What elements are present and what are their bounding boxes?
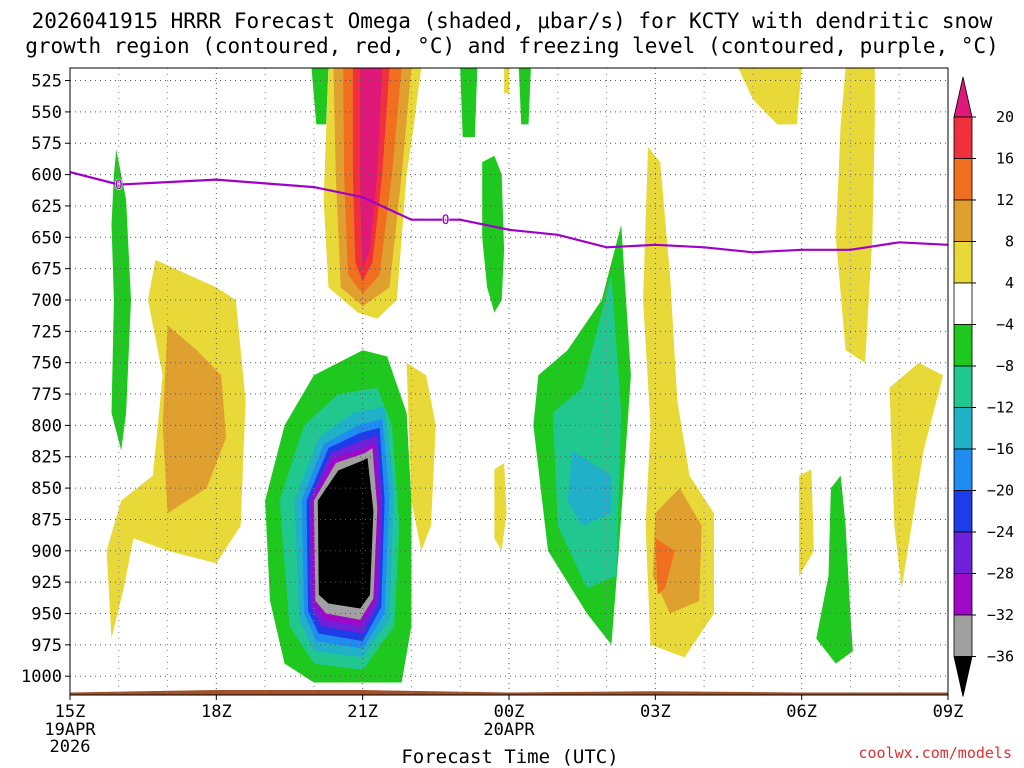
freezing-level-layer: 00: [70, 171, 948, 254]
chart-title-line2: growth region (contoured, red, °C) and f…: [25, 34, 999, 58]
colorbar-label: −12: [987, 399, 1014, 417]
colorbar-label: −20: [987, 482, 1014, 500]
colorbar-segment-12: [953, 573, 973, 616]
x-tick-label: 03Z: [640, 702, 671, 722]
omega-region-0: [111, 149, 131, 451]
omega-region-1: [311, 68, 329, 125]
omega-region-27: [889, 362, 944, 589]
colorbar-label: −16: [987, 440, 1014, 458]
y-tick-label: 775: [31, 385, 62, 405]
colorbar-segment-10: [953, 490, 973, 533]
x-tick-sublabel: 19APR: [44, 720, 96, 740]
y-tick-label: 825: [31, 448, 62, 468]
x-tick-sublabel: 20APR: [483, 720, 535, 740]
omega-region-20: [738, 68, 802, 125]
colorbar-segment-13: [953, 614, 973, 657]
omega-region-24: [494, 463, 507, 551]
y-axis-ticks: 525 550 575 600 625 650 675 700 725 750 775 800 825 8…: [21, 72, 70, 687]
chart-title-line1: 2026041915 HRRR Forecast Omega (shaded, …: [32, 9, 993, 33]
colorbar-segment-3: [953, 199, 973, 242]
x-axis-label: Forecast Time (UTC): [401, 746, 618, 768]
y-tick-label: 800: [31, 416, 62, 436]
colorbar-label: −4: [996, 316, 1014, 334]
y-tick-label: 700: [31, 291, 62, 311]
y-tick-label: 625: [31, 197, 62, 217]
colorbar-bottom-arrow: [953, 656, 973, 697]
x-tick-label: 06Z: [786, 702, 817, 722]
colorbar-segment-2: [953, 158, 973, 201]
omega-region-19: [504, 68, 509, 94]
colorbar-label: 16: [996, 150, 1014, 168]
omega-region-32: [655, 538, 675, 595]
colorbar-segment-11: [953, 531, 973, 574]
colorbar-top-arrow: [953, 76, 973, 118]
omega-region-3: [518, 68, 531, 125]
colorbar: 20 16 12 8 4 −4 −8 −12 −16 −20 −24 −28 −32 −36: [953, 76, 1014, 697]
x-tick-label: 18Z: [201, 702, 232, 722]
freezing-level-line: [70, 171, 948, 254]
colorbar-label: 12: [996, 191, 1014, 209]
y-tick-label: 1000: [21, 667, 62, 687]
y-tick-label: 550: [31, 103, 62, 123]
omega-region-23: [406, 362, 436, 551]
freezing-level-label-1: 0: [441, 213, 449, 229]
y-tick-label: 725: [31, 322, 62, 342]
x-tick-label: 09Z: [933, 702, 964, 722]
omega-region-2: [460, 68, 478, 137]
y-tick-label: 950: [31, 604, 62, 624]
x-tick-label: 15Z: [55, 702, 86, 722]
freezing-level-label-0: 0: [115, 178, 123, 194]
omega-region-21: [835, 68, 875, 363]
y-tick-label: 650: [31, 228, 62, 248]
credit-text: coolwx.com/models: [858, 744, 1012, 762]
x-tick-sublabel: 2026: [50, 737, 91, 757]
y-tick-label: 975: [31, 636, 62, 656]
omega-region-34: [360, 68, 383, 269]
colorbar-segment-8: [953, 407, 973, 450]
y-tick-label: 675: [31, 260, 62, 280]
y-tick-label: 875: [31, 510, 62, 530]
y-tick-label: 575: [31, 134, 62, 154]
colorbar-label: 8: [1005, 233, 1014, 251]
omega-shaded-regions: [106, 68, 944, 683]
y-tick-label: 750: [31, 354, 62, 374]
omega-region-7: [816, 475, 853, 664]
y-tick-label: 600: [31, 166, 62, 186]
colorbar-segment-9: [953, 448, 973, 491]
colorbar-label: −28: [987, 565, 1014, 583]
y-tick-label: 925: [31, 573, 62, 593]
y-tick-label: 850: [31, 479, 62, 499]
x-tick-label: 21Z: [347, 702, 378, 722]
omega-region-26: [799, 469, 814, 576]
colorbar-label: −8: [996, 357, 1014, 375]
omega-region-28: [162, 325, 227, 514]
terrain-fill: [70, 690, 948, 695]
grid-lines: [69, 68, 949, 695]
colorbar-segment-5: [953, 282, 973, 325]
colorbar-label: −32: [987, 606, 1014, 624]
omega-region-4: [482, 155, 505, 313]
terrain-layer: [70, 690, 948, 695]
colorbar-segment-4: [953, 241, 973, 284]
colorbar-label: 20: [996, 108, 1014, 126]
y-tick-label: 525: [31, 72, 62, 92]
omega-region-17: [317, 458, 374, 609]
colorbar-segment-6: [953, 324, 973, 367]
y-tick-label: 900: [31, 542, 62, 562]
colorbar-segment-7: [953, 365, 973, 408]
colorbar-segment-1: [953, 116, 973, 159]
x-tick-label: 00Z: [494, 702, 525, 722]
colorbar-label: −36: [987, 648, 1014, 666]
colorbar-label: −24: [987, 523, 1014, 541]
omega-region-10: [567, 450, 612, 526]
colorbar-label: 4: [1005, 274, 1014, 292]
